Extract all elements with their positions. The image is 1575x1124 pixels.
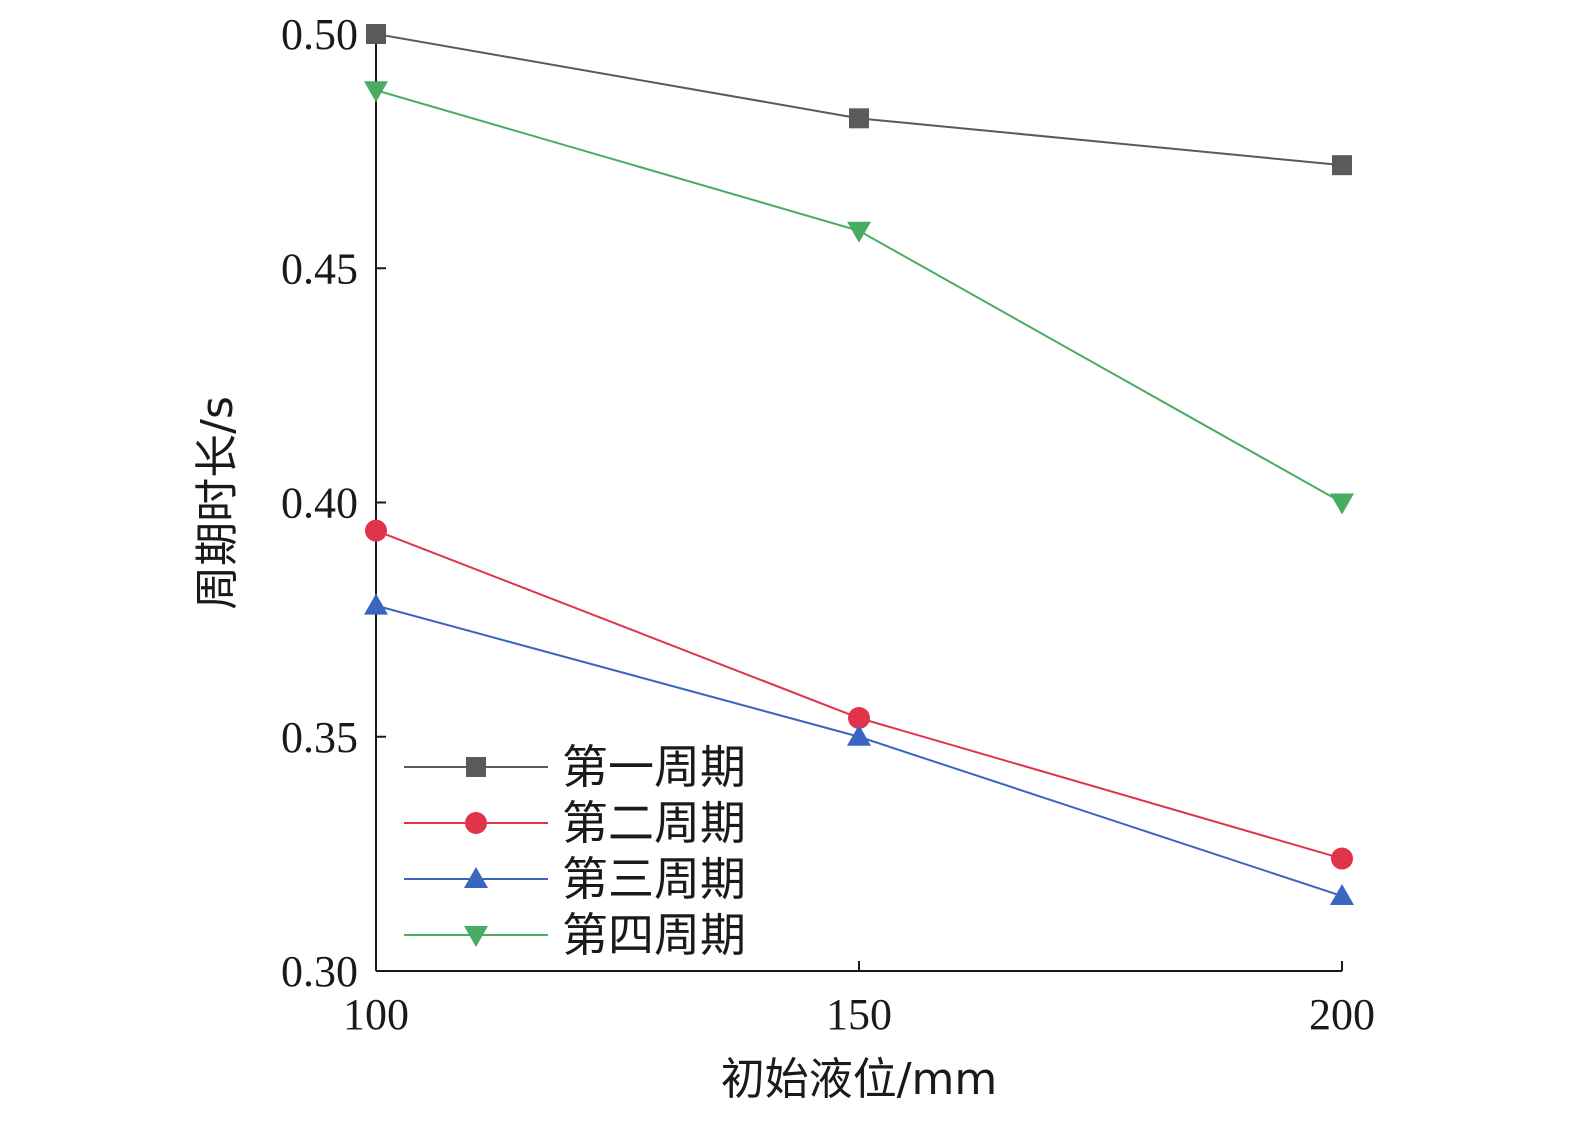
y-tick-label: 0.45: [281, 244, 358, 293]
legend-marker: [465, 812, 487, 834]
legend-item: 第二周期: [404, 796, 746, 850]
legend-label: 第三周期: [562, 852, 746, 906]
legend-item: 第一周期: [404, 740, 746, 794]
data-point: [364, 593, 388, 615]
data-point: [848, 707, 870, 730]
data-point: [847, 221, 871, 243]
legend-label: 第一周期: [562, 740, 746, 794]
data-point: [1330, 884, 1354, 906]
data-point: [847, 724, 871, 746]
series-3: [364, 593, 1354, 906]
data-point: [1330, 493, 1354, 515]
x-tick-label: 150: [826, 990, 892, 1039]
legend-label: 第四周期: [562, 908, 746, 962]
x-axis-title: 初始液位/mm: [721, 1054, 998, 1105]
series-line: [375, 604, 1343, 897]
legend-item: 第四周期: [404, 908, 746, 962]
series-line: [375, 529, 1343, 860]
series-layer: [364, 24, 1354, 906]
series-2: [365, 519, 1353, 870]
legend-label: 第二周期: [562, 796, 746, 850]
data-point: [366, 24, 386, 44]
y-tick-label: 0.50: [281, 10, 358, 59]
series-line: [375, 33, 1343, 167]
series-1: [366, 24, 1352, 176]
ticks: 0.30 0.35 0.40 0.45 0.50 100 150 200: [281, 10, 1375, 1039]
series-4: [364, 81, 1354, 515]
legend-marker: [464, 867, 488, 888]
y-tick-label: 0.30: [281, 947, 358, 996]
y-tick-label: 0.35: [281, 713, 358, 762]
legend-item: 第三周期: [404, 852, 746, 906]
data-point: [365, 519, 387, 542]
x-tick-label: 100: [343, 990, 409, 1039]
data-point: [1332, 155, 1352, 176]
data-point: [1331, 847, 1353, 870]
data-point: [849, 108, 869, 129]
legend-marker: [464, 926, 488, 947]
axes: [375, 34, 1342, 972]
data-point: [364, 81, 388, 103]
x-tick-label: 200: [1309, 990, 1375, 1039]
y-tick-label: 0.40: [281, 479, 358, 528]
y-axis-title: 周期时长/s: [192, 396, 243, 610]
legend-marker: [466, 757, 486, 777]
